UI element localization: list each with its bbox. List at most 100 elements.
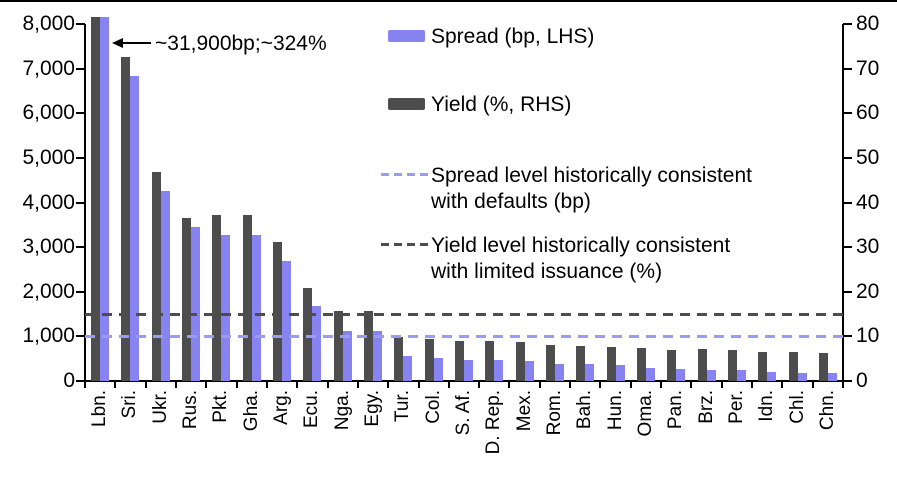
x-axis-tick (265, 381, 268, 388)
bar-spread-idn (767, 372, 777, 381)
x-axis-label-text: Ecu. (301, 390, 323, 429)
y-axis-left-label: 8,000 (22, 12, 75, 35)
x-axis-tick (174, 381, 177, 388)
y-axis-left-tick (76, 246, 85, 249)
x-axis-tick (84, 381, 86, 388)
bar-yield-pan (667, 349, 677, 381)
x-axis-tick (842, 381, 844, 388)
y-axis-left-label: 5,000 (22, 145, 75, 169)
y-axis-left-tick (76, 335, 85, 338)
annotation-arrow-icon (112, 38, 123, 48)
legend-swatch-yield (388, 98, 425, 110)
x-axis-label-text: Gha. (240, 390, 262, 432)
x-axis-label-text: Bah. (574, 390, 596, 430)
x-axis-label-text: Sri. (119, 390, 141, 419)
x-axis-label-text: Mex. (513, 390, 535, 432)
x-axis-tick (720, 381, 723, 388)
bar-spread-chl (797, 372, 807, 381)
x-axis-label-text: Ukr. (149, 390, 171, 424)
x-axis-label-text: S. Af. (453, 390, 474, 436)
y-axis-right-label: 0 (856, 369, 868, 392)
bar-spread-pan (676, 369, 686, 381)
y-axis-left-tick (76, 156, 85, 159)
y-axis-left-label: 3,000 (22, 235, 75, 259)
x-axis-label-text: Brz. (695, 390, 717, 424)
x-axis-label-text: Lbn. (89, 390, 111, 427)
bar-yield-saf (455, 340, 464, 381)
reference-line-spread-default (85, 335, 843, 339)
y-axis-left-label: 7,000 (22, 56, 75, 80)
chart-top-border (0, 0, 897, 2)
bar-spread-chn (827, 373, 837, 381)
bar-spread-rus (191, 227, 201, 381)
reference-line-yield-issuance (85, 313, 843, 317)
bar-yield-chn (818, 353, 828, 381)
bar-yield-arg (273, 241, 283, 381)
y-axis-right-tick (843, 380, 852, 382)
x-axis-tick (690, 381, 693, 388)
x-axis-label-text: Oma. (634, 390, 656, 437)
x-axis-tick (751, 381, 754, 388)
y-axis-right-tick (843, 67, 852, 70)
x-axis-tick (235, 381, 238, 388)
x-axis-tick (326, 381, 329, 388)
bar-yield-sri (121, 57, 131, 381)
bar-yield-nga (333, 310, 343, 381)
x-axis-tick (417, 381, 420, 388)
y-axis-right-line (842, 24, 844, 383)
legend-label-spread-threshold: Spread level historically consistent wit… (431, 163, 752, 215)
x-axis-tick (599, 381, 602, 388)
x-axis-tick (387, 381, 390, 388)
y-axis-right-label: 10 (856, 324, 880, 348)
y-axis-left-tick (76, 290, 85, 293)
x-axis-tick (356, 381, 359, 388)
bar-spread-sri (130, 76, 140, 381)
x-axis-tick (660, 381, 663, 388)
x-axis-tick (205, 381, 208, 388)
y-axis-right-label: 30 (856, 235, 880, 259)
x-axis-label-text: D. Rep. (483, 390, 505, 455)
bar-spread-rom (554, 364, 564, 381)
y-axis-left-tick (76, 112, 85, 115)
y-axis-left-line (84, 24, 86, 383)
y-axis-right-tick (843, 156, 852, 159)
x-axis-tick (629, 381, 632, 388)
bar-spread-nga (342, 331, 352, 381)
bar-yield-mex (515, 341, 525, 381)
bar-spread-arg (282, 261, 292, 381)
legend-label-spread-threshold-line2: with defaults (bp) (431, 190, 591, 213)
bar-yield-lbn (91, 17, 101, 381)
x-axis-label-text: Chn. (816, 390, 838, 431)
bar-yield-egy (364, 310, 374, 381)
x-axis-tick (447, 381, 450, 388)
y-axis-right-label: 50 (856, 145, 880, 169)
y-axis-left-label: 0 (63, 369, 75, 392)
x-axis-tick (569, 381, 572, 388)
x-axis-tick (538, 381, 541, 388)
y-axis-left-label: 6,000 (22, 101, 75, 125)
bar-spread-per (736, 369, 746, 381)
y-axis-right-label: 20 (856, 279, 880, 303)
x-axis-label-text: Hun. (604, 390, 626, 431)
legend-label-yield-threshold: Yield level historically consistent with… (431, 233, 730, 285)
bar-spread-gha (251, 235, 261, 381)
bar-yield-rus (182, 217, 192, 381)
y-axis-left-tick (76, 201, 85, 204)
bar-spread-oma (645, 367, 655, 381)
legend-label-spread-threshold-line1: Spread level historically consistent (431, 164, 752, 187)
bar-spread-hun (615, 365, 625, 381)
bar-spread-col (433, 358, 443, 381)
bar-yield-oma (636, 347, 646, 381)
x-axis-tick (114, 381, 117, 388)
bar-yield-ecu (303, 288, 313, 381)
x-axis-tick (781, 381, 784, 388)
x-axis-label-text: Tur. (392, 390, 414, 423)
y-axis-left-tick (76, 380, 85, 382)
y-axis-left-label: 2,000 (22, 279, 75, 303)
x-axis-label-text: Col. (422, 390, 444, 424)
legend-swatch-yield-threshold (381, 243, 428, 246)
bar-spread-saf (464, 360, 473, 381)
bar-yield-idn (758, 352, 768, 381)
y-axis-right-label: 70 (856, 56, 880, 80)
bar-yield-per (727, 350, 737, 381)
